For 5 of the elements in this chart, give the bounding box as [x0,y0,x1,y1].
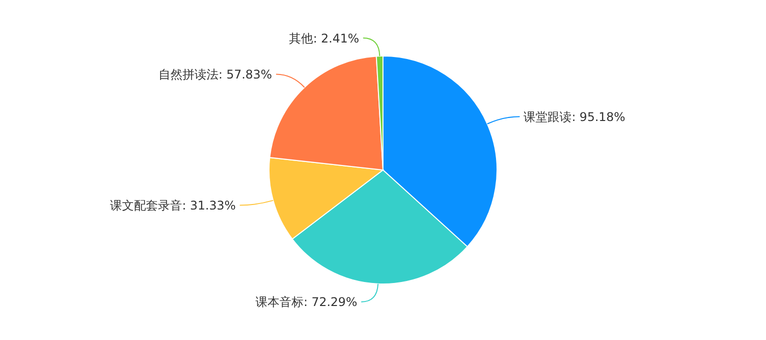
slice-label: 其他: 2.41% [289,31,360,46]
slice-label: 课堂跟读: 95.18% [524,110,626,124]
slice-label: 自然拼读法: 57.83% [158,68,272,82]
slice-label: 课文配套录音: 31.33% [110,198,236,212]
slice-label: 课本音标: 72.29% [256,295,358,310]
